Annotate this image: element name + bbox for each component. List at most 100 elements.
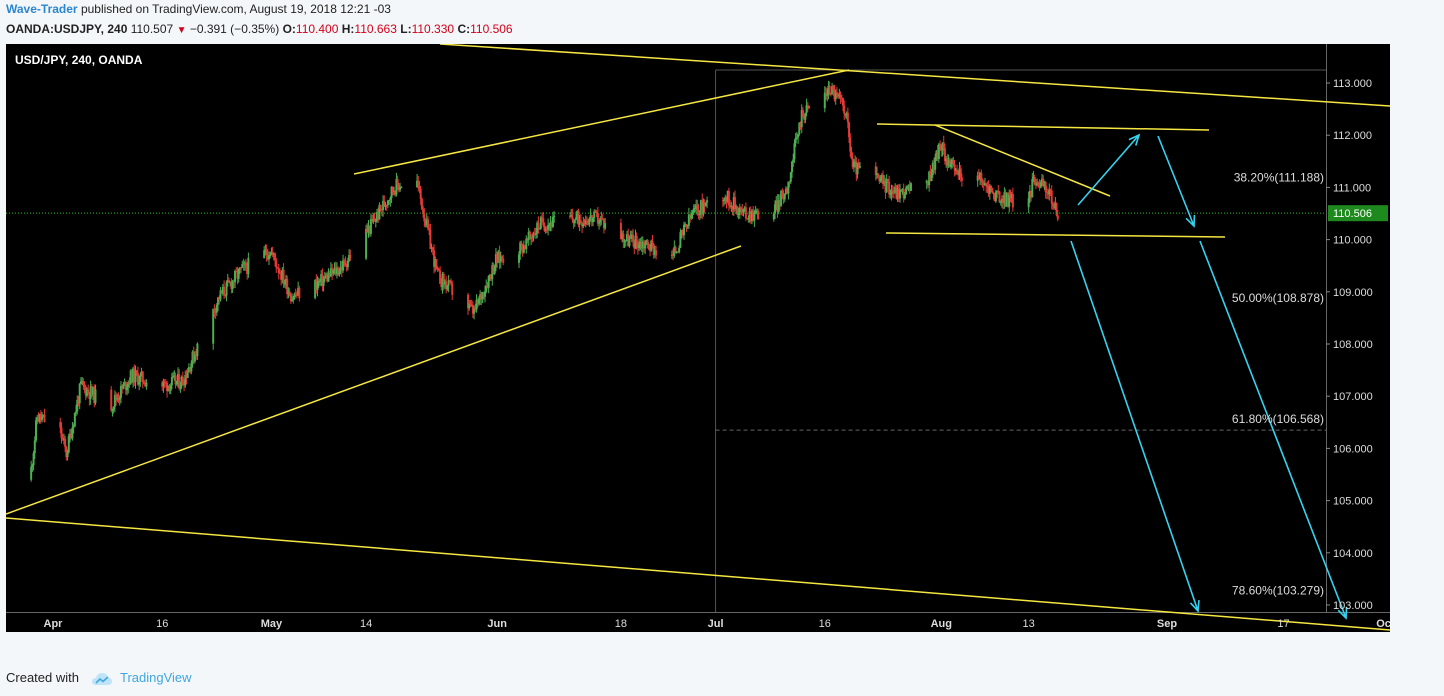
author-name[interactable]: Wave-Trader [6, 2, 78, 16]
candle-body [420, 198, 423, 210]
tradingview-brand-link[interactable]: TradingView [120, 670, 192, 685]
candle-body [703, 202, 706, 207]
candle-body [543, 224, 546, 231]
candle-body [1055, 203, 1058, 216]
candle-body [795, 137, 798, 139]
candle-body [368, 225, 371, 234]
candle-body [378, 204, 381, 220]
candle-body [118, 397, 121, 400]
candle-body [35, 420, 38, 441]
candle-body [1005, 192, 1008, 207]
candle-body [704, 202, 707, 207]
candle-body [985, 183, 988, 186]
candle-body [195, 354, 198, 357]
candle-body [282, 269, 285, 284]
candle-body [166, 382, 169, 392]
candle-body [733, 197, 736, 209]
chart-container[interactable]: USD/JPY, 240, OANDA 38.20%(111.188) 50.00… [6, 44, 1390, 632]
open-value: 110.400 [295, 22, 339, 36]
price-chart[interactable]: 38.20%(111.188) 50.00%(108.878) 61.80%(106… [6, 44, 1390, 632]
candle-body [433, 250, 436, 267]
candle-body [263, 250, 266, 258]
candle-body [269, 254, 272, 257]
x-tick-10: Sep [1157, 618, 1177, 630]
candle-body [909, 183, 912, 191]
candle-body [841, 98, 844, 106]
candle-body [59, 422, 62, 428]
candle-body [993, 194, 996, 202]
candle-body [124, 381, 127, 391]
candle-body [187, 367, 190, 373]
candle-body [594, 211, 597, 213]
candle-body [527, 231, 530, 241]
candle-body [136, 373, 139, 385]
candle-body [899, 190, 902, 199]
candle-body [116, 398, 119, 400]
candle-body [1043, 182, 1046, 187]
candle-body [121, 385, 124, 389]
candle-body [736, 206, 739, 215]
candle-body [89, 386, 92, 400]
candle-body [500, 256, 503, 259]
candle-body [794, 138, 797, 144]
candle-body [1039, 182, 1042, 188]
candle-body [839, 94, 842, 98]
arrow-down-target-1-head [1189, 599, 1200, 613]
candle-body [92, 386, 95, 395]
fib-label-2: 61.80%(106.568) [1232, 412, 1324, 426]
candle-body [732, 197, 735, 210]
candle-body [1056, 215, 1059, 220]
candle-body [437, 269, 440, 271]
candle-body [1045, 191, 1048, 194]
candle-body [62, 438, 65, 440]
candle-body [681, 230, 684, 236]
candle-body [628, 238, 631, 247]
candle-body [980, 172, 983, 182]
candle-body [423, 213, 426, 222]
candle-body [683, 224, 686, 236]
candle-body [596, 212, 599, 224]
candle-body [1032, 176, 1035, 179]
candle-body [598, 222, 601, 224]
candle-body [143, 382, 146, 384]
candle-body [878, 177, 881, 182]
candle-body [676, 251, 679, 253]
candle-body [992, 192, 995, 195]
candle-body [169, 385, 172, 391]
candle-body [945, 158, 948, 162]
candle-body [1030, 190, 1033, 198]
candle-body [235, 271, 238, 273]
candle-body [220, 290, 223, 294]
candle-body [953, 164, 956, 171]
y-tick-5: 108.000 [1333, 339, 1373, 351]
candle-body [698, 213, 701, 215]
candle-body [533, 234, 536, 236]
publish-header: Wave-Trader published on TradingView.com… [6, 2, 391, 16]
candle-body [1004, 192, 1007, 207]
published-text: published on TradingView.com, August 19,… [80, 2, 391, 16]
candle-body [780, 191, 783, 206]
candle-body [897, 188, 900, 199]
candle-body [112, 406, 115, 410]
candle-body [486, 285, 489, 288]
candle-body [119, 385, 122, 398]
candle-body [272, 253, 275, 255]
candle-body [647, 243, 650, 250]
candle-body [277, 268, 280, 273]
candle-body [936, 150, 939, 160]
candle-body [825, 92, 828, 95]
x-tick-12: Oct [1376, 618, 1390, 630]
candle-body [196, 343, 199, 357]
candle-body [930, 175, 933, 181]
candle-body [956, 169, 959, 174]
candle-body [777, 200, 780, 212]
candle-body [532, 234, 535, 239]
candle-body [93, 386, 96, 403]
candle-body [585, 220, 588, 224]
candle-body [752, 210, 755, 221]
candle-body [888, 181, 891, 195]
x-tick-6: Jul [708, 618, 724, 630]
y-tick-10: 113.000 [1333, 78, 1372, 90]
candle-body [525, 238, 528, 250]
candle-body [804, 112, 807, 120]
